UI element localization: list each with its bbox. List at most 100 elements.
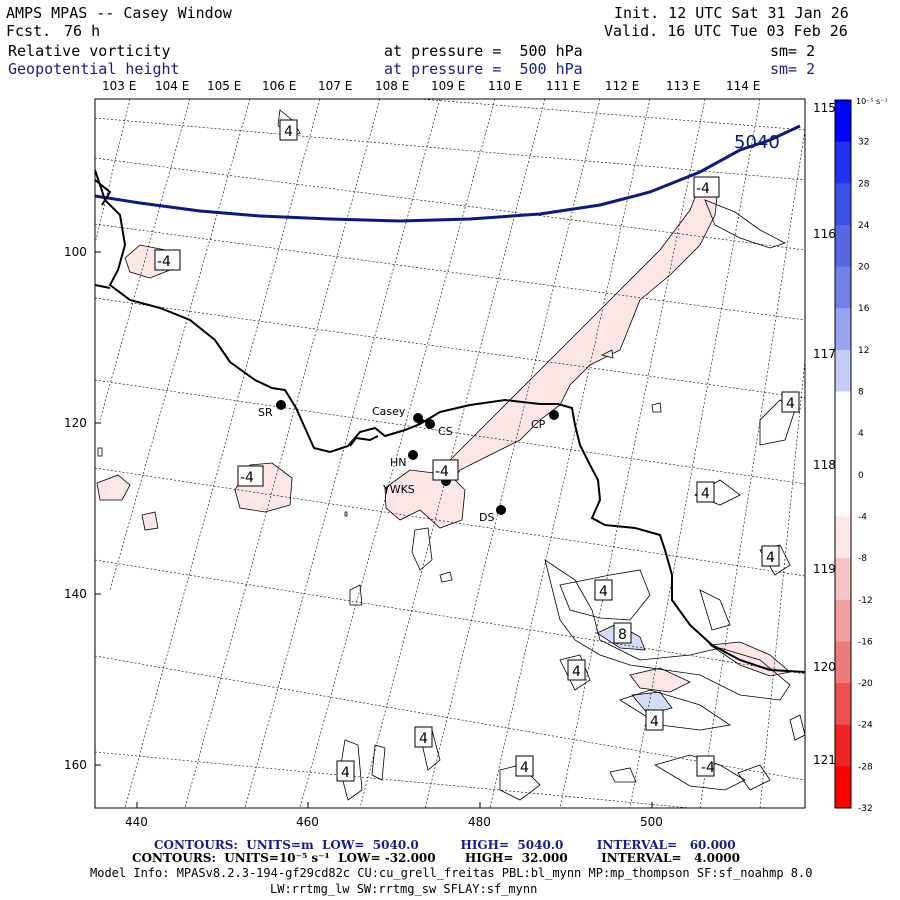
colorbar-level-label: -20 [858,679,873,689]
map-frame [94,98,806,809]
svg-text:440: 440 [125,815,148,829]
field1-level: at pressure = 500 hPa [384,42,583,60]
colorbar-swatch [835,308,851,351]
svg-text:460: 460 [296,815,319,829]
field2-level: at pressure = 500 hPa [384,60,583,78]
colorbar-swatch [835,766,851,809]
colorbar-level-label: 0 [858,471,864,481]
top-longitude-labels: 103 E 104 E 105 E 106 E 107 E 108 E 109 … [102,79,760,93]
contour-label-box: 4 [515,755,534,777]
colorbar-level-label: -8 [858,554,867,564]
svg-text:120: 120 [64,416,87,430]
svg-text:-4: -4 [696,181,710,197]
svg-text:103 E: 103 E [102,79,136,93]
graticule [95,99,805,808]
colorbar-level-label: -24 [858,721,873,731]
colorbar-level-label: 12 [858,346,869,356]
station-cs-marker [425,419,435,429]
station-sr-marker [276,400,286,410]
station-label: YWKS [382,483,415,496]
contour-label-box: 4 [696,481,715,503]
svg-text:4: 4 [766,550,775,566]
plot-title: AMPS MPAS -- Casey Window [6,4,232,22]
contour-label-box: 4 [645,709,664,731]
forecast-label: Fcst. [6,22,52,40]
field1-smoothing: sm= 2 [770,42,816,60]
svg-text:-4: -4 [240,470,254,486]
contour-label-box: 4 [567,659,586,681]
colorbar-level-label: 8 [858,388,864,398]
svg-text:100: 100 [64,245,87,259]
map-area: Casey CS SR HN YWKS DS CP 4 -4 -4 -4 -4 … [95,99,805,808]
contour-labels: 4 -4 -4 -4 -4 4 4 4 4 8 4 4 4 4 4 -4 [154,119,800,782]
contour-label-box: 8 [613,622,632,644]
svg-text:8: 8 [618,627,627,643]
colorbar-swatch [835,141,851,184]
y-axis-ticks: 100 120 140 160 [64,245,101,772]
colorbar-swatch [835,641,851,684]
colorbar-level-label: -12 [858,596,873,606]
contour-label-box: 4 [781,391,800,413]
svg-text:106 E: 106 E [262,79,296,93]
svg-text:111 E: 111 E [546,79,580,93]
svg-text:4: 4 [341,765,350,781]
colorbar-border [834,99,852,809]
vorticity-contours [97,109,805,801]
svg-text:4: 4 [572,664,581,680]
svg-text:500: 500 [640,815,663,829]
colorbar-swatch [835,266,851,309]
station-cp-marker [549,410,559,420]
colorbar-level-label: 4 [858,429,864,439]
svg-text:107 E: 107 E [318,79,352,93]
model-info-line2: LW:rrtmg_lw SW:rrtmg_sw SFLAY:sf_mynn [270,882,538,896]
svg-text:110 E: 110 E [488,79,522,93]
init-time: Init. 12 UTC Sat 31 Jan 26 [614,4,849,22]
contour-label-box: 4 [594,579,613,601]
colorbar-units: 10⁻⁵ s⁻¹ [856,97,888,106]
contour-label-box: 4 [336,760,355,782]
contour-label-box: -4 [237,465,264,487]
station-label: Casey [372,405,406,418]
station-label: CS [438,425,453,438]
height-contour-5040 [95,124,801,223]
colorbar-swatch [835,474,851,517]
svg-text:4: 4 [786,396,795,412]
field1-name: Relative vorticity [8,42,171,60]
contour-label-box: -4 [696,755,715,777]
svg-text:4: 4 [419,731,428,747]
svg-text:114 E: 114 E [726,79,760,93]
colorbar-level-label: 32 [858,138,869,148]
height-contour-label: 5040 [734,132,780,153]
colorbar-swatch [835,724,851,767]
colorbar-swatch [835,349,851,393]
x-axis-ticks: 440 460 480 500 [125,802,663,829]
station-label: SR [258,406,273,419]
svg-text:4: 4 [284,124,293,140]
svg-text:4: 4 [650,714,659,730]
colorbar-swatch [835,433,851,476]
colorbar-level-label: -4 [858,512,867,522]
colorbar-level-label: 28 [858,179,870,189]
valid-time: Valid. 16 UTC Tue 03 Feb 26 [604,22,848,40]
station-casey-marker [413,413,423,423]
station-label: DS [479,511,494,524]
svg-text:480: 480 [468,815,491,829]
colorbar-level-label: 16 [858,304,870,314]
forecast-hours: 76 h [64,22,101,40]
colorbar-level-label: 24 [858,221,870,231]
field2-smoothing: sm= 2 [770,60,816,78]
station-label: CP [531,418,546,431]
svg-text:108 E: 108 E [375,79,409,93]
svg-text:-4: -4 [435,464,449,480]
contour-label-box: -4 [693,176,720,198]
colorbar-level-label: -28 [858,762,873,772]
svg-text:-4: -4 [157,254,171,270]
station-hn-marker [408,450,418,460]
colorbar-swatch [835,224,851,268]
colorbar-swatch [835,683,851,726]
svg-text:4: 4 [701,486,710,502]
svg-text:113 E: 113 E [666,79,700,93]
colorbar-level-label: 20 [858,263,870,273]
vorticity-contour-info: CONTOURS: UNITS=10⁻⁵ s⁻¹ LOW= -32.000 HI… [132,851,740,865]
